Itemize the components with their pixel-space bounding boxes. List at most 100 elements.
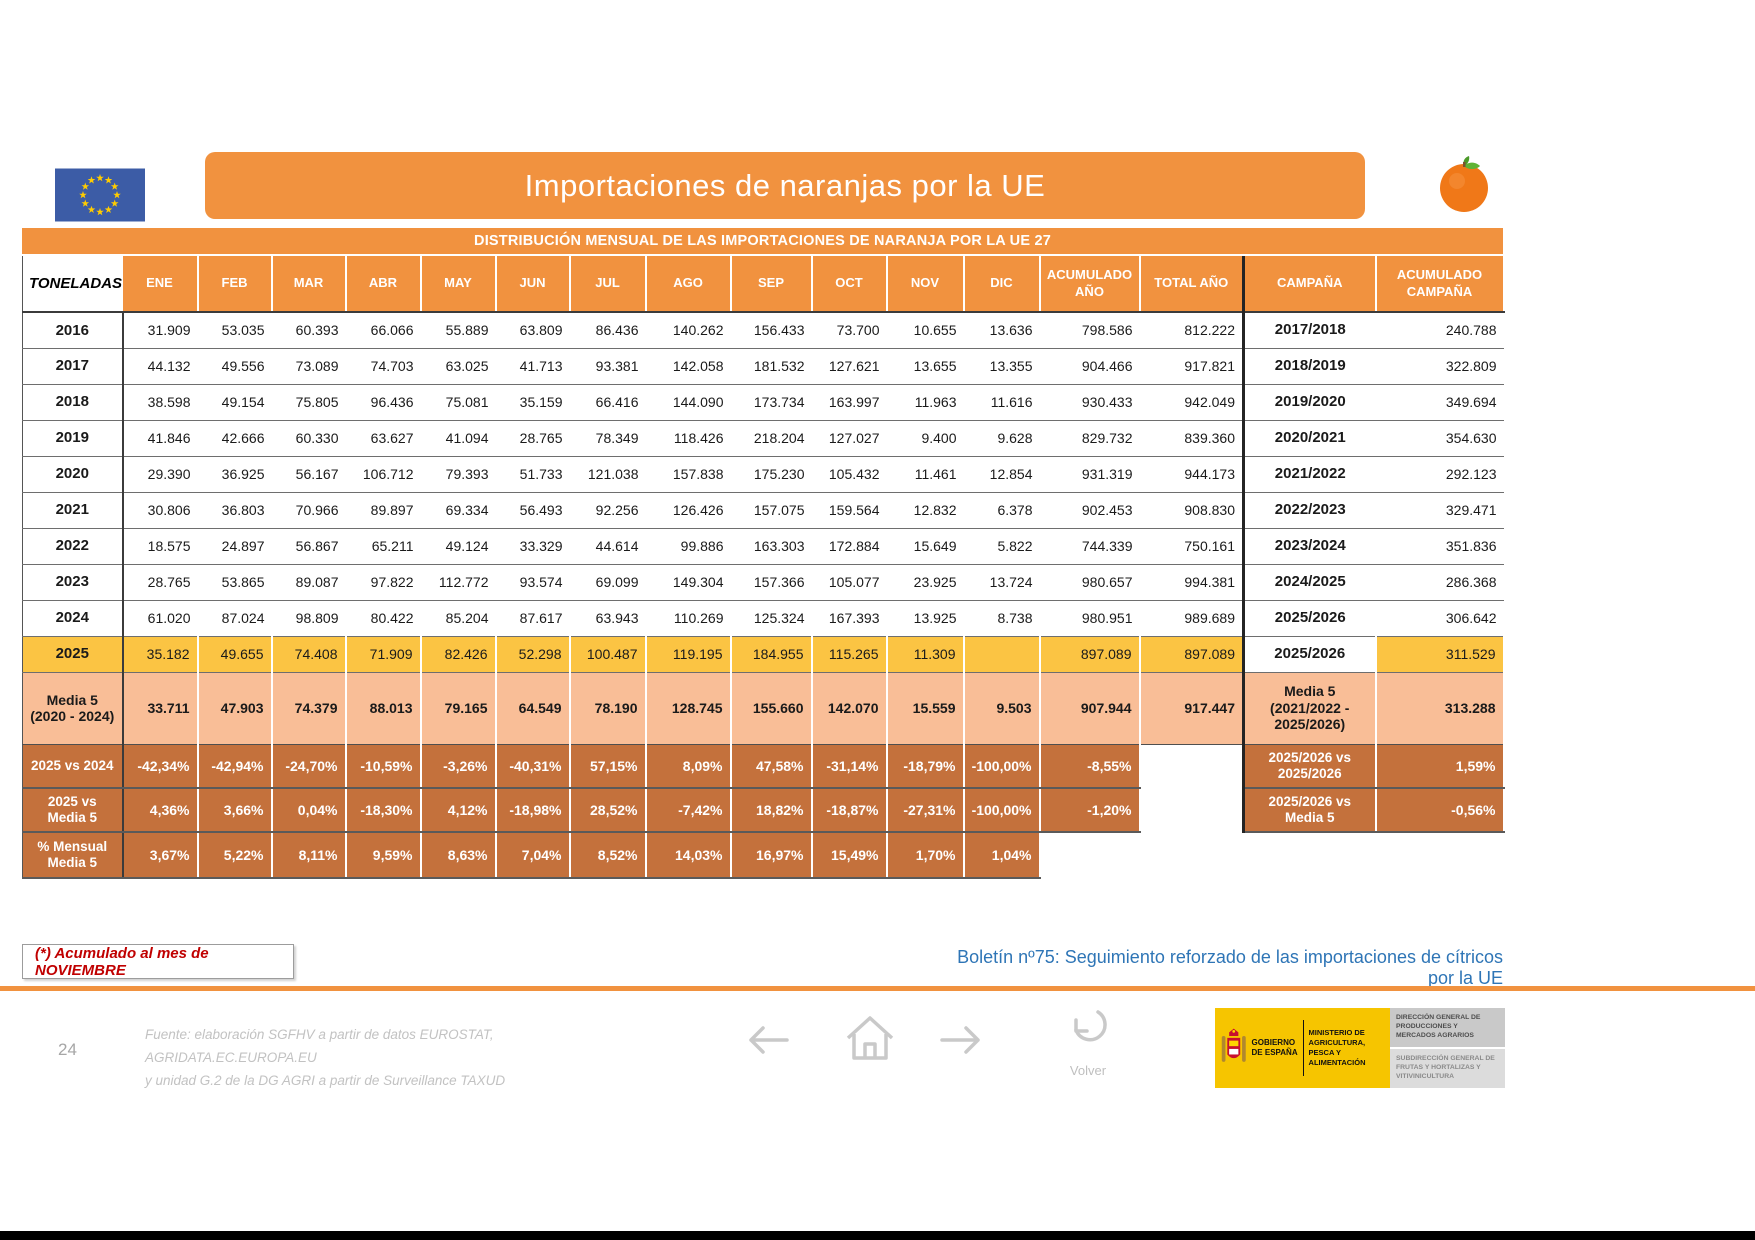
cell-2016-ago: 140.262 bbox=[645, 312, 731, 349]
cell-media5-jul: 78.190 bbox=[569, 672, 647, 745]
cell-2018-jul: 66.416 bbox=[569, 384, 646, 421]
cell-2017-ago: 142.058 bbox=[645, 348, 731, 385]
cell-2023-abr: 97.822 bbox=[345, 564, 421, 601]
cell-2023-nov: 23.925 bbox=[886, 564, 964, 601]
cell-2019-jul: 78.349 bbox=[569, 420, 646, 457]
cell-2021-dic: 6.378 bbox=[963, 492, 1040, 529]
cell-2018-jun: 35.159 bbox=[495, 384, 570, 421]
table-row-2019: 2019 41.846 42.666 60.330 63.627 41.094 28.765… bbox=[22, 420, 1504, 457]
imports-table-section: DISTRIBUCIÓN MENSUAL DE LAS IMPORTACIONE… bbox=[22, 228, 1505, 879]
cell-2017-acumulado-campana: 322.809 bbox=[1375, 348, 1504, 385]
table-row-2021: 2021 30.806 36.803 70.966 89.897 69.334 56.493… bbox=[22, 492, 1504, 529]
cell-2016-abr: 66.066 bbox=[345, 312, 421, 349]
cell-2020-campana: 2021/2022 bbox=[1242, 456, 1376, 493]
cell-2016-dic: 13.636 bbox=[963, 312, 1040, 349]
cell-2020-total-ano: 944.173 bbox=[1139, 456, 1244, 493]
cell-pct-mensual-acumulado-campana bbox=[1375, 832, 1504, 878]
column-header-total-ano: TOTAL AÑO bbox=[1139, 256, 1245, 313]
table-row-vs-media5: 2025 vs Media 5 4,36% 3,66% 0,04% -18,30% 4,1… bbox=[22, 788, 1505, 833]
cell-2022-may: 49.124 bbox=[420, 528, 496, 565]
cell-media5-jun: 64.549 bbox=[495, 672, 571, 745]
cell-2024-dic: 8.738 bbox=[963, 600, 1040, 637]
cell-2024-may: 85.204 bbox=[420, 600, 496, 637]
cell-2023-jun: 93.574 bbox=[495, 564, 570, 601]
cell-2020-oct: 105.432 bbox=[811, 456, 887, 493]
cell-2017-total-ano: 917.821 bbox=[1139, 348, 1244, 385]
cell-vs-2024-ene: -42,34% bbox=[122, 744, 199, 789]
column-header-campana: CAMPAÑA bbox=[1242, 256, 1377, 313]
cell-pct-mensual-jun: 7,04% bbox=[495, 832, 571, 879]
cell-2025-jul: 100.487 bbox=[569, 636, 647, 673]
cell-2022-sep: 163.303 bbox=[730, 528, 812, 565]
column-header-oct: OCT bbox=[811, 256, 888, 313]
row-label-2021: 2021 bbox=[22, 492, 124, 529]
cell-vs-2024-jun: -40,31% bbox=[495, 744, 571, 789]
column-header-jul: JUL bbox=[569, 256, 647, 313]
cell-2020-mar: 56.167 bbox=[271, 456, 346, 493]
cell-media5-ene: 33.711 bbox=[122, 672, 199, 745]
back-arrow-icon[interactable] bbox=[745, 1022, 791, 1063]
cell-2018-ene: 38.598 bbox=[122, 384, 198, 421]
row-label-2023: 2023 bbox=[22, 564, 124, 601]
cell-2021-total-ano: 908.830 bbox=[1139, 492, 1244, 529]
cell-2021-feb: 36.803 bbox=[197, 492, 272, 529]
cell-2019-may: 41.094 bbox=[420, 420, 496, 457]
spain-coat-of-arms-icon bbox=[1221, 1028, 1246, 1062]
cell-2025-mar: 74.408 bbox=[271, 636, 347, 673]
cell-2024-campana: 2025/2026 bbox=[1242, 600, 1376, 637]
cell-2019-total-ano: 839.360 bbox=[1139, 420, 1244, 457]
cell-2018-dic: 11.616 bbox=[963, 384, 1040, 421]
cell-pct-mensual-may: 8,63% bbox=[420, 832, 497, 879]
cell-2021-acumulado-ano: 902.453 bbox=[1039, 492, 1140, 529]
home-icon[interactable] bbox=[842, 1010, 898, 1071]
cell-vs-2024-abr: -10,59% bbox=[345, 744, 422, 789]
row-label-2022: 2022 bbox=[22, 528, 124, 565]
cell-2018-abr: 96.436 bbox=[345, 384, 421, 421]
cell-2018-ago: 144.090 bbox=[645, 384, 731, 421]
cell-media5-ago: 128.745 bbox=[645, 672, 732, 745]
column-header-nov: NOV bbox=[886, 256, 965, 313]
cell-2021-acumulado-campana: 329.471 bbox=[1375, 492, 1504, 529]
cell-pct-mensual-campana bbox=[1243, 832, 1376, 878]
cell-2025-oct: 115.265 bbox=[811, 636, 888, 673]
cell-2022-acumulado-ano: 744.339 bbox=[1039, 528, 1140, 565]
cell-2025-feb: 49.655 bbox=[197, 636, 273, 673]
cell-2021-ene: 30.806 bbox=[122, 492, 198, 529]
cell-2017-campana: 2018/2019 bbox=[1242, 348, 1376, 385]
forward-arrow-icon[interactable] bbox=[938, 1022, 984, 1063]
cell-vs-2024-oct: -31,14% bbox=[811, 744, 888, 789]
volver-button[interactable]: Volver bbox=[1058, 1008, 1118, 1078]
cell-pct-mensual-dic: 1,04% bbox=[963, 832, 1041, 879]
cell-2025-may: 82.426 bbox=[420, 636, 497, 673]
row-label-2016: 2016 bbox=[22, 312, 124, 349]
volver-label: Volver bbox=[1069, 1063, 1107, 1078]
cell-vs-media5-campana: 2025/2026 vs Media 5 bbox=[1242, 788, 1377, 833]
cell-2025-nov: 11.309 bbox=[886, 636, 965, 673]
cell-vs-media5-mar: 0,04% bbox=[271, 788, 347, 833]
cell-2021-mar: 70.966 bbox=[271, 492, 346, 529]
cell-2025-campana: 2025/2026 bbox=[1242, 636, 1377, 673]
cell-pct-mensual-ago: 14,03% bbox=[645, 832, 732, 879]
ministerio-text: MINISTERIO DE AGRICULTURA, PESCA Y ALIME… bbox=[1308, 1027, 1366, 1068]
cell-2019-mar: 60.330 bbox=[271, 420, 346, 457]
cell-media5-mar: 74.379 bbox=[271, 672, 347, 745]
cell-2018-nov: 11.963 bbox=[886, 384, 964, 421]
cell-2016-oct: 73.700 bbox=[811, 312, 887, 349]
column-header-may: MAY bbox=[420, 256, 497, 313]
cell-media5-sep: 155.660 bbox=[730, 672, 813, 745]
cell-2020-nov: 11.461 bbox=[886, 456, 964, 493]
cell-2024-ene: 61.020 bbox=[122, 600, 198, 637]
row-label-2018: 2018 bbox=[22, 384, 124, 421]
cell-vs-2024-total-ano bbox=[1139, 744, 1244, 788]
column-header-mar: MAR bbox=[271, 256, 347, 313]
cell-vs-2024-campana: 2025/2026 vs 2025/2026 bbox=[1242, 744, 1377, 789]
column-header-acumulado-campana: ACUMULADO CAMPAÑA bbox=[1375, 256, 1505, 313]
cell-2016-total-ano: 812.222 bbox=[1139, 312, 1244, 349]
cell-vs-media5-oct: -18,87% bbox=[811, 788, 888, 833]
cell-pct-mensual-total-ano bbox=[1139, 832, 1244, 878]
cell-vs-2024-sep: 47,58% bbox=[730, 744, 813, 789]
cell-2016-feb: 53.035 bbox=[197, 312, 272, 349]
cell-2017-sep: 181.532 bbox=[730, 348, 812, 385]
cell-2019-ene: 41.846 bbox=[122, 420, 198, 457]
import-table: TONELADAS ENE FEB MAR ABR MAY JUN JUL AGO SEP OCT N… bbox=[22, 256, 1505, 879]
